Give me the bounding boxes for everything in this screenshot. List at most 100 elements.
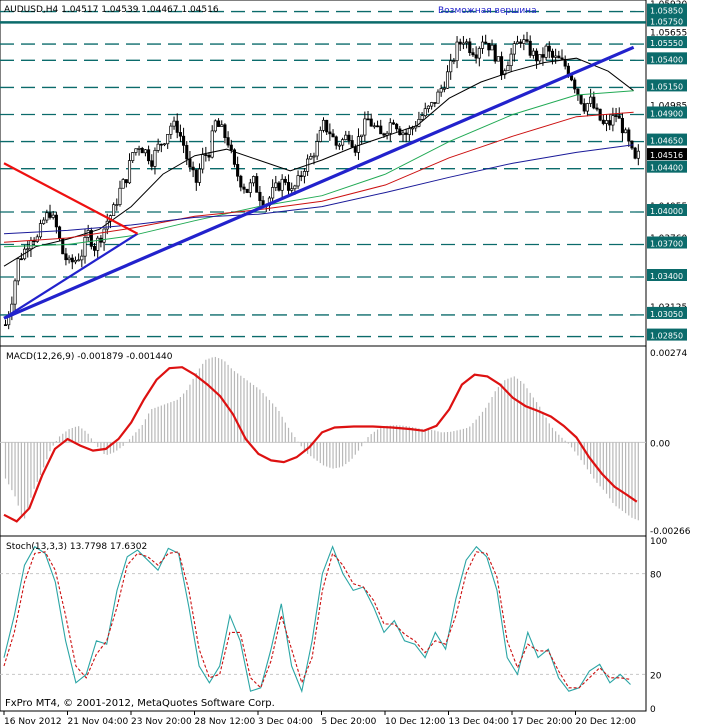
- candle-body: [585, 103, 589, 112]
- candle-body: [162, 143, 167, 146]
- candle-body: [137, 147, 141, 150]
- x-tick-label: 10 Dec 12:00: [385, 717, 446, 727]
- level-price-label: 1.04900: [650, 110, 683, 119]
- candle-body: [369, 118, 373, 127]
- price-chart[interactable]: [0, 10, 646, 338]
- candle-body: [573, 79, 577, 90]
- candle-body: [223, 124, 227, 138]
- candle-body: [318, 130, 322, 142]
- trendline-red: [3, 162, 139, 235]
- candle-body: [280, 178, 284, 191]
- candle-body: [544, 45, 548, 58]
- candle-body: [178, 132, 182, 137]
- candle-body: [490, 44, 494, 51]
- candle-body: [356, 136, 361, 153]
- candle-body: [96, 237, 100, 251]
- level-price-tag: [647, 160, 687, 173]
- candle-body: [493, 44, 497, 62]
- candle-body: [73, 259, 78, 263]
- candle-body: [608, 120, 612, 126]
- stoch-tick-label: 100: [650, 537, 667, 547]
- candle-body: [372, 125, 376, 128]
- candle-body: [277, 182, 281, 191]
- candle-body: [557, 55, 561, 59]
- candle-body: [143, 149, 147, 154]
- candle-body: [89, 230, 93, 247]
- candle-body: [213, 120, 217, 132]
- candle-body: [188, 158, 192, 168]
- candle-body: [293, 185, 297, 190]
- candle-body: [19, 258, 23, 261]
- candle-body: [271, 187, 275, 199]
- candle-body: [286, 182, 291, 191]
- candle-body: [283, 178, 287, 183]
- candle-body: [54, 214, 58, 228]
- level-price-label: 1.04650: [650, 137, 683, 146]
- candle-body: [315, 141, 319, 157]
- price-title: AUDUSD,H4 1.04517 1.04539 1.04467 1.0451…: [4, 5, 219, 15]
- x-tick-label: 13 Dec 04:00: [449, 717, 510, 727]
- candle-body: [455, 41, 459, 61]
- candle-body: [589, 96, 593, 104]
- candle-body: [312, 155, 316, 158]
- candle-body: [191, 166, 195, 171]
- macd-tick-label: 0.00274: [650, 349, 687, 359]
- macd-signal-line: [3, 366, 638, 523]
- candle-body: [92, 246, 97, 251]
- candle-body: [194, 169, 198, 183]
- level-price-tag: [647, 204, 687, 216]
- moving-average-green: [3, 90, 634, 248]
- candle-body: [420, 115, 424, 120]
- candle-body: [61, 238, 65, 255]
- candle-body: [217, 120, 221, 127]
- candle-body: [452, 60, 456, 62]
- macd-title: MACD(12,26,9) -0.001879 -0.001440: [6, 352, 173, 362]
- candle-body: [337, 144, 341, 147]
- stoch-chart[interactable]: [0, 545, 646, 694]
- price-tick-label: 1.04985: [650, 101, 687, 111]
- level-price-label: 1.03050: [650, 310, 683, 319]
- level-price-label: 1.05150: [650, 82, 683, 91]
- current-price-tag: [647, 148, 687, 161]
- candle-body: [477, 48, 481, 59]
- x-tick-label: 21 Nov 04:00: [68, 717, 129, 727]
- level-price-tag: [647, 79, 687, 92]
- candle-body: [353, 146, 357, 153]
- candle-body: [70, 257, 74, 263]
- level-price-label: 1.04400: [650, 164, 683, 173]
- candle-body: [515, 41, 520, 45]
- candle-body: [484, 41, 488, 44]
- candle-body: [245, 188, 249, 193]
- macd-tick-label: -0.00266: [650, 527, 691, 537]
- candle-body: [232, 149, 237, 165]
- candle-body: [38, 223, 43, 238]
- candle-body: [236, 164, 240, 177]
- x-tick-label: 3 Dec 04:00: [258, 717, 313, 727]
- candle-body: [51, 214, 55, 218]
- level-price-label: 1.03700: [650, 240, 683, 249]
- candle-body: [35, 236, 39, 242]
- candle-body: [601, 119, 605, 124]
- macd-chart[interactable]: [0, 356, 646, 523]
- candle-body: [592, 96, 596, 109]
- candle-body: [433, 102, 437, 104]
- price-tick-label: 1.05655: [650, 29, 687, 39]
- candle-body: [395, 123, 399, 130]
- candle-body: [147, 149, 151, 162]
- x-tick-label: 16 Nov 2012: [4, 717, 62, 727]
- level-price-label: 1.03400: [650, 272, 683, 281]
- level-price-label: 1.05850: [650, 7, 683, 16]
- level-price-tag: [647, 52, 687, 65]
- level-price-tag: [647, 269, 687, 281]
- candle-body: [350, 140, 354, 148]
- level-price-tag: [647, 133, 687, 146]
- candle-body: [560, 57, 564, 60]
- level-price-tag: [647, 14, 687, 27]
- candle-body: [376, 125, 380, 128]
- x-tick-label: 20 Dec 12:00: [576, 717, 637, 727]
- candle-body: [48, 212, 52, 218]
- candle-body: [480, 41, 485, 49]
- candle-body: [239, 175, 243, 188]
- candle-body: [617, 115, 621, 119]
- candle-body: [32, 240, 36, 243]
